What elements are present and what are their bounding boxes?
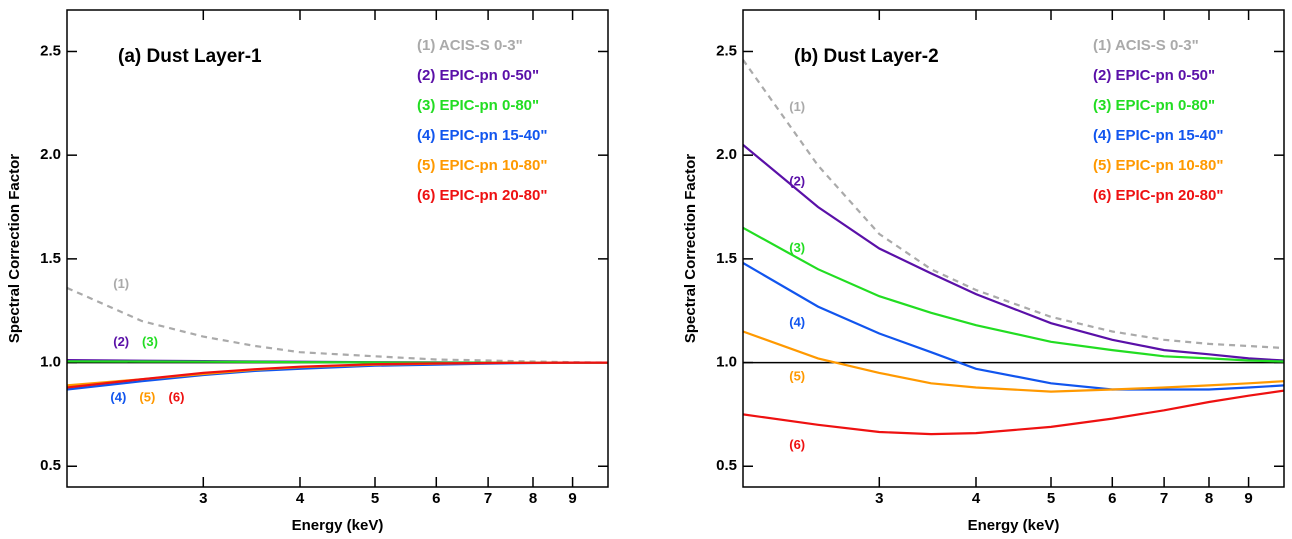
y-tick-label: 1.0 <box>40 354 61 371</box>
y-tick-label: 2.0 <box>40 146 61 163</box>
series-line <box>743 330 1284 393</box>
annotation: (1) <box>789 99 805 114</box>
x-tick-label: 5 <box>1047 490 1055 507</box>
x-tick-label: 8 <box>1205 490 1213 507</box>
legend-entry: (1) ACIS-S 0-3" <box>1093 37 1199 54</box>
series-line <box>743 262 1284 391</box>
series-line <box>67 361 608 389</box>
x-tick-label: 6 <box>432 490 440 507</box>
x-axis-label: Energy (keV) <box>292 517 384 534</box>
legend-entry: (3) EPIC-pn 0-80" <box>1093 97 1215 114</box>
y-axis-label: Spectral Correction Factor <box>682 154 699 343</box>
legend-entry: (5) EPIC-pn 10-80" <box>417 157 547 174</box>
y-tick-label: 2.0 <box>716 146 737 163</box>
legend-entry: (4) EPIC-pn 15-40" <box>417 127 547 144</box>
x-tick-label: 7 <box>1160 490 1168 507</box>
y-tick-label: 1.0 <box>716 354 737 371</box>
x-tick-label: 7 <box>484 490 492 507</box>
series-line <box>743 59 1284 350</box>
x-tick-label: 5 <box>371 490 379 507</box>
annotation: (3) <box>142 334 158 349</box>
y-tick-label: 0.5 <box>40 457 61 474</box>
legend-entry: (3) EPIC-pn 0-80" <box>417 97 539 114</box>
legend-entry: (2) EPIC-pn 0-50" <box>1093 67 1215 84</box>
x-tick-label: 4 <box>296 490 305 507</box>
plot-frame <box>742 9 1285 488</box>
legend-entry: (1) ACIS-S 0-3" <box>417 37 523 54</box>
legend-entry: (6) EPIC-pn 20-80" <box>1093 187 1223 204</box>
panel-title: (b) Dust Layer-2 <box>794 46 939 67</box>
x-axis-label: Energy (keV) <box>968 517 1060 534</box>
y-tick-label: 1.5 <box>716 250 737 267</box>
x-tick-label: 4 <box>972 490 981 507</box>
annotation: (1) <box>113 276 129 291</box>
y-tick-label: 2.5 <box>716 42 737 59</box>
y-axis-label: Spectral Correction Factor <box>6 154 23 343</box>
x-tick-label: 9 <box>568 490 576 507</box>
annotation: (5) <box>789 369 805 384</box>
x-tick-label: 9 <box>1244 490 1252 507</box>
legend-entry: (6) EPIC-pn 20-80" <box>417 187 547 204</box>
legend-entry: (5) EPIC-pn 10-80" <box>1093 157 1223 174</box>
series-line <box>743 226 1284 363</box>
legend-entry: (4) EPIC-pn 15-40" <box>1093 127 1223 144</box>
y-tick-label: 2.5 <box>40 42 61 59</box>
series-line <box>743 143 1284 362</box>
annotation: (3) <box>789 240 805 255</box>
plot-frame <box>66 9 609 488</box>
annotation: (4) <box>789 315 805 330</box>
annotation: (4) <box>110 389 126 404</box>
y-tick-label: 1.5 <box>40 250 61 267</box>
annotation: (5) <box>139 389 155 404</box>
panel-title: (a) Dust Layer-1 <box>118 46 262 67</box>
panel: 3 4 5 6 7 8 9 0.5 1.0 1.5 2.0 2.5 (1) ACIS-S 0-3" (2)… <box>682 9 1285 534</box>
x-tick-label: 3 <box>875 490 883 507</box>
x-tick-label: 6 <box>1108 490 1116 507</box>
annotation: (6) <box>789 437 805 452</box>
series-line <box>743 389 1284 436</box>
panel: 3 4 5 6 7 8 9 0.5 1.0 1.5 2.0 2.5 (1) ACIS-S 0-3" (2)… <box>6 9 609 534</box>
annotation: (2) <box>789 174 805 189</box>
annotation: (2) <box>113 334 129 349</box>
x-tick-label: 8 <box>529 490 537 507</box>
annotation: (6) <box>169 389 185 404</box>
y-tick-label: 0.5 <box>716 457 737 474</box>
legend-entry: (2) EPIC-pn 0-50" <box>417 67 539 84</box>
x-tick-label: 3 <box>199 490 207 507</box>
series-line <box>67 286 608 364</box>
